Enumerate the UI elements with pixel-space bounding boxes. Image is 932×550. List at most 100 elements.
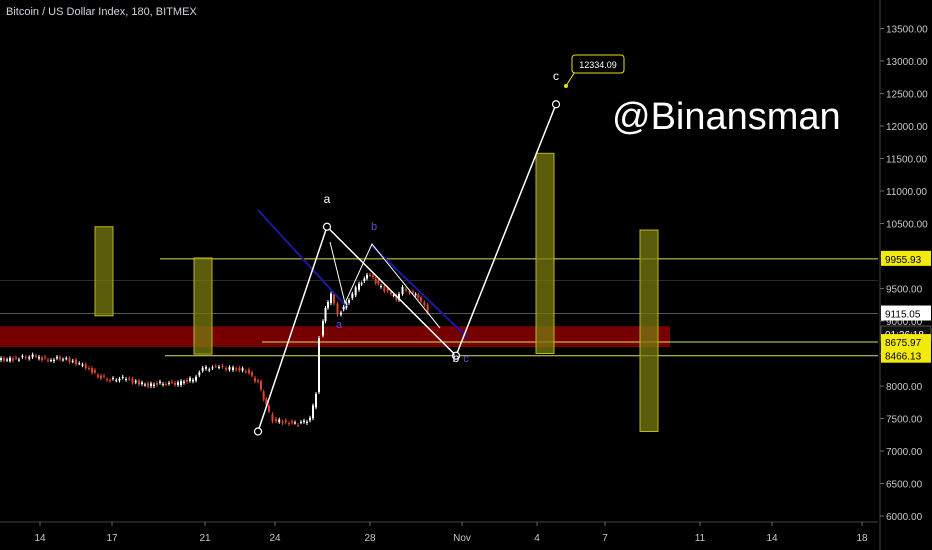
watermark-text: @Binansman	[612, 96, 841, 138]
price-tick-label: 9000.00	[886, 317, 923, 328]
wave-inner-line	[329, 241, 441, 329]
candle-body	[214, 366, 217, 368]
candle-body	[380, 286, 382, 288]
price-tick-label: 13000.00	[886, 57, 928, 68]
candle-body	[35, 355, 37, 357]
price-label-box	[881, 305, 931, 321]
candle-body	[112, 378, 114, 380]
candle-body	[21, 356, 24, 358]
candle-body	[327, 301, 329, 308]
candles	[0, 272, 429, 428]
time-tick-label: 24	[269, 533, 281, 544]
time-tick-label: 17	[106, 533, 118, 544]
price-tick-label: 9500.00	[886, 285, 923, 296]
candle-body	[9, 357, 11, 361]
candle-body	[366, 274, 368, 279]
candle-body	[177, 382, 179, 385]
candle-body	[128, 378, 131, 380]
time-tick-label: 7	[602, 533, 608, 544]
candle-body	[232, 367, 234, 371]
candle-body	[225, 368, 227, 370]
price-label-text: 8675.97	[885, 338, 922, 349]
candle-body	[383, 286, 386, 292]
wave-inner-label-c: c	[463, 353, 469, 365]
candle-body	[315, 393, 317, 408]
candle-body	[205, 367, 207, 369]
time-tick-label: 28	[364, 533, 376, 544]
projection-box-4	[639, 229, 659, 432]
candle-body	[248, 369, 250, 374]
candle-body	[56, 356, 58, 359]
candle-body	[271, 414, 274, 422]
candle-body	[31, 354, 34, 358]
candle-body	[420, 297, 422, 302]
candle-body	[345, 303, 348, 308]
candle-body	[78, 363, 81, 365]
price-tick-label: 10500.00	[886, 220, 928, 231]
price-label-text: 9115.05	[885, 310, 921, 321]
candle-body	[81, 364, 84, 366]
candle-body	[284, 420, 287, 423]
candle-body	[275, 418, 277, 422]
candle-body	[374, 278, 377, 284]
wave-inner-label-a: a	[336, 319, 343, 331]
chart-title: Bitcoin / US Dollar Index, 180, BITMEX	[6, 6, 197, 18]
candle-body	[201, 367, 204, 371]
target-callout-dot	[564, 84, 568, 88]
candle-body	[265, 398, 268, 405]
candle-body	[300, 421, 302, 423]
candle-body	[324, 307, 327, 322]
time-tick-label: Nov	[453, 533, 471, 544]
projection-box-3	[535, 152, 555, 354]
candle-body	[103, 375, 105, 377]
candle-body	[260, 381, 262, 390]
candle-body	[303, 420, 305, 422]
candle-body	[118, 378, 121, 381]
candle-body	[351, 293, 354, 299]
candle-body	[174, 382, 176, 385]
candle-body	[138, 380, 140, 385]
candle-body	[412, 291, 414, 293]
candle-body	[75, 359, 77, 365]
wave-point-2	[322, 222, 332, 231]
candle-body	[195, 376, 197, 381]
candle-body	[3, 358, 5, 361]
price-label-box	[881, 250, 931, 266]
candle-body	[423, 302, 426, 306]
candle-body	[405, 289, 407, 291]
candle-body	[208, 369, 211, 371]
wave-point-3	[451, 351, 461, 360]
candle-body	[88, 368, 90, 370]
candle-body	[417, 294, 420, 298]
candle-body	[47, 359, 49, 361]
time-tick-label: 18	[856, 533, 868, 544]
candle-body	[211, 367, 214, 369]
time-tick-label: 4	[534, 533, 540, 544]
candle-body	[100, 375, 102, 379]
candle-body	[414, 294, 417, 296]
candle-body	[392, 294, 395, 296]
candle-body	[268, 405, 270, 412]
candle-body	[41, 357, 43, 361]
candle-body	[162, 383, 164, 385]
candle-body	[109, 380, 111, 382]
candle-body	[401, 286, 404, 294]
time-tick-label: 14	[766, 533, 778, 544]
candle-body	[254, 377, 256, 382]
price-tick-label: 11000.00	[886, 187, 927, 198]
candle-body	[408, 291, 411, 293]
time-tick-label: 21	[199, 533, 211, 544]
candle-body	[354, 287, 357, 296]
candle-body	[330, 293, 332, 304]
price-tick-label: 11500.00	[886, 155, 927, 166]
price-tick-label: 12000.00	[886, 122, 928, 133]
candle-body	[377, 280, 380, 284]
candle-body	[12, 358, 14, 361]
wave-label-c: c	[553, 69, 559, 83]
candle-body	[297, 424, 299, 426]
candle-body	[53, 359, 55, 362]
candle-body	[38, 356, 40, 359]
candle-body	[153, 384, 155, 387]
